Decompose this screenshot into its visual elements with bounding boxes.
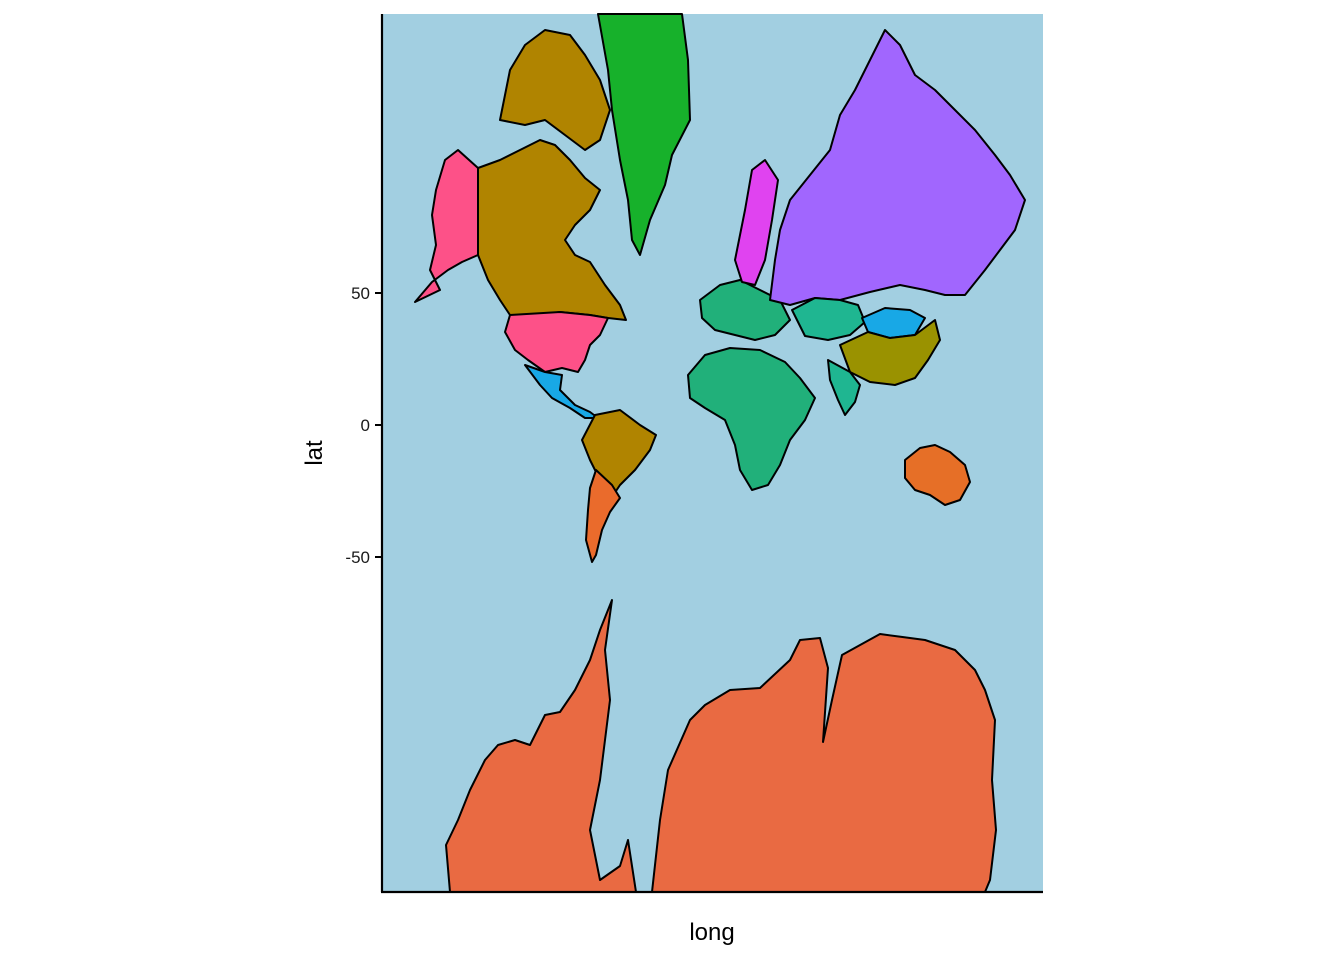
y-tick-label-0: 50	[351, 284, 370, 303]
region-australia	[904, 444, 971, 506]
region-greenland	[597, 13, 691, 256]
land-layer	[414, 13, 1026, 893]
region-china	[839, 319, 941, 386]
region-india	[827, 359, 861, 416]
region-scandinavia	[734, 159, 779, 286]
y-ticks: 50 0 -50	[345, 284, 382, 567]
region-usa	[504, 311, 609, 373]
region-antarctica	[445, 599, 637, 893]
region-alaska	[414, 149, 479, 303]
region-antarctica-east	[651, 633, 997, 893]
y-axis-title: lat	[301, 440, 328, 466]
region-russia	[769, 29, 1026, 306]
y-tick-label-2: -50	[345, 548, 370, 567]
region-europe	[699, 279, 791, 341]
x-axis-title: long	[689, 919, 734, 946]
region-argentina	[585, 469, 621, 563]
region-canada-islands	[499, 29, 611, 151]
region-africa	[687, 347, 816, 491]
y-tick-label-1: 0	[361, 416, 370, 435]
